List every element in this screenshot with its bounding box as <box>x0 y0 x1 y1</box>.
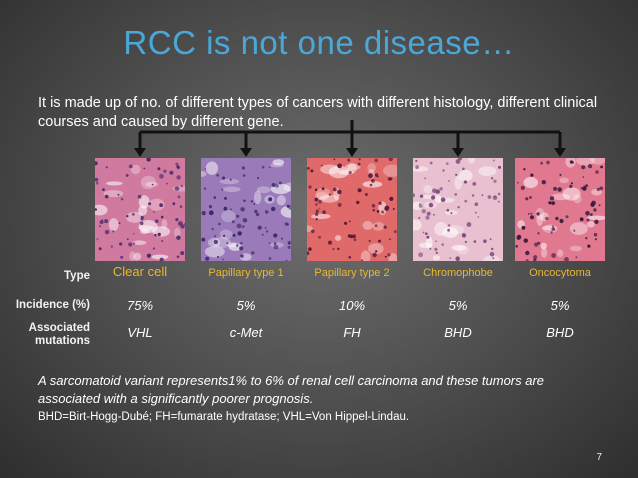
incidence-oncocytoma: 5% <box>550 298 570 313</box>
slide-title: RCC is not one disease… <box>123 24 515 61</box>
sarcomatoid-note: A sarcomatoid variant represents1% to 6%… <box>38 373 545 406</box>
row-label-incidence: Incidence (%) <box>15 299 90 311</box>
histology-image-oncocytoma <box>515 158 605 261</box>
row-label-type: Type <box>64 270 90 282</box>
mutation-oncocytoma: BHD <box>546 325 574 340</box>
page-number: 7 <box>596 452 602 463</box>
row-label-mutations-line1: Associated <box>28 322 90 334</box>
incidence-papillary-1: 5% <box>236 298 256 313</box>
mutation-clear-cell: VHL <box>127 325 153 340</box>
type-papillary-1: Papillary type 1 <box>208 267 284 279</box>
row-label-mutations-line2: mutations <box>35 335 90 347</box>
incidence-chromophobe: 5% <box>448 298 468 313</box>
histology-image-papillary-1 <box>201 158 291 261</box>
type-oncocytoma: Oncocytoma <box>529 267 591 279</box>
branch-arrows <box>134 120 566 157</box>
mutation-chromophobe: BHD <box>444 325 472 340</box>
abbreviations: BHD=Birt-Hogg-Dubé; FH=fumarate hydratas… <box>38 411 410 423</box>
type-chromophobe: Chromophobe <box>423 267 493 279</box>
mutation-papillary-2: FH <box>343 325 361 340</box>
type-papillary-2: Papillary type 2 <box>314 267 390 279</box>
histology-image-chromophobe <box>413 158 503 261</box>
row-label-mutations: Associated mutations <box>6 322 90 348</box>
histology-image-papillary-2 <box>307 158 397 261</box>
intro-text: It is made up of no. of different types … <box>38 95 598 130</box>
histology-image-clear-cell <box>95 158 185 261</box>
incidence-papillary-2: 10% <box>338 298 366 313</box>
incidence-clear-cell: 75% <box>126 298 154 313</box>
type-clear-cell: Clear cell <box>112 264 168 279</box>
mutation-papillary-1: c-Met <box>229 325 263 340</box>
